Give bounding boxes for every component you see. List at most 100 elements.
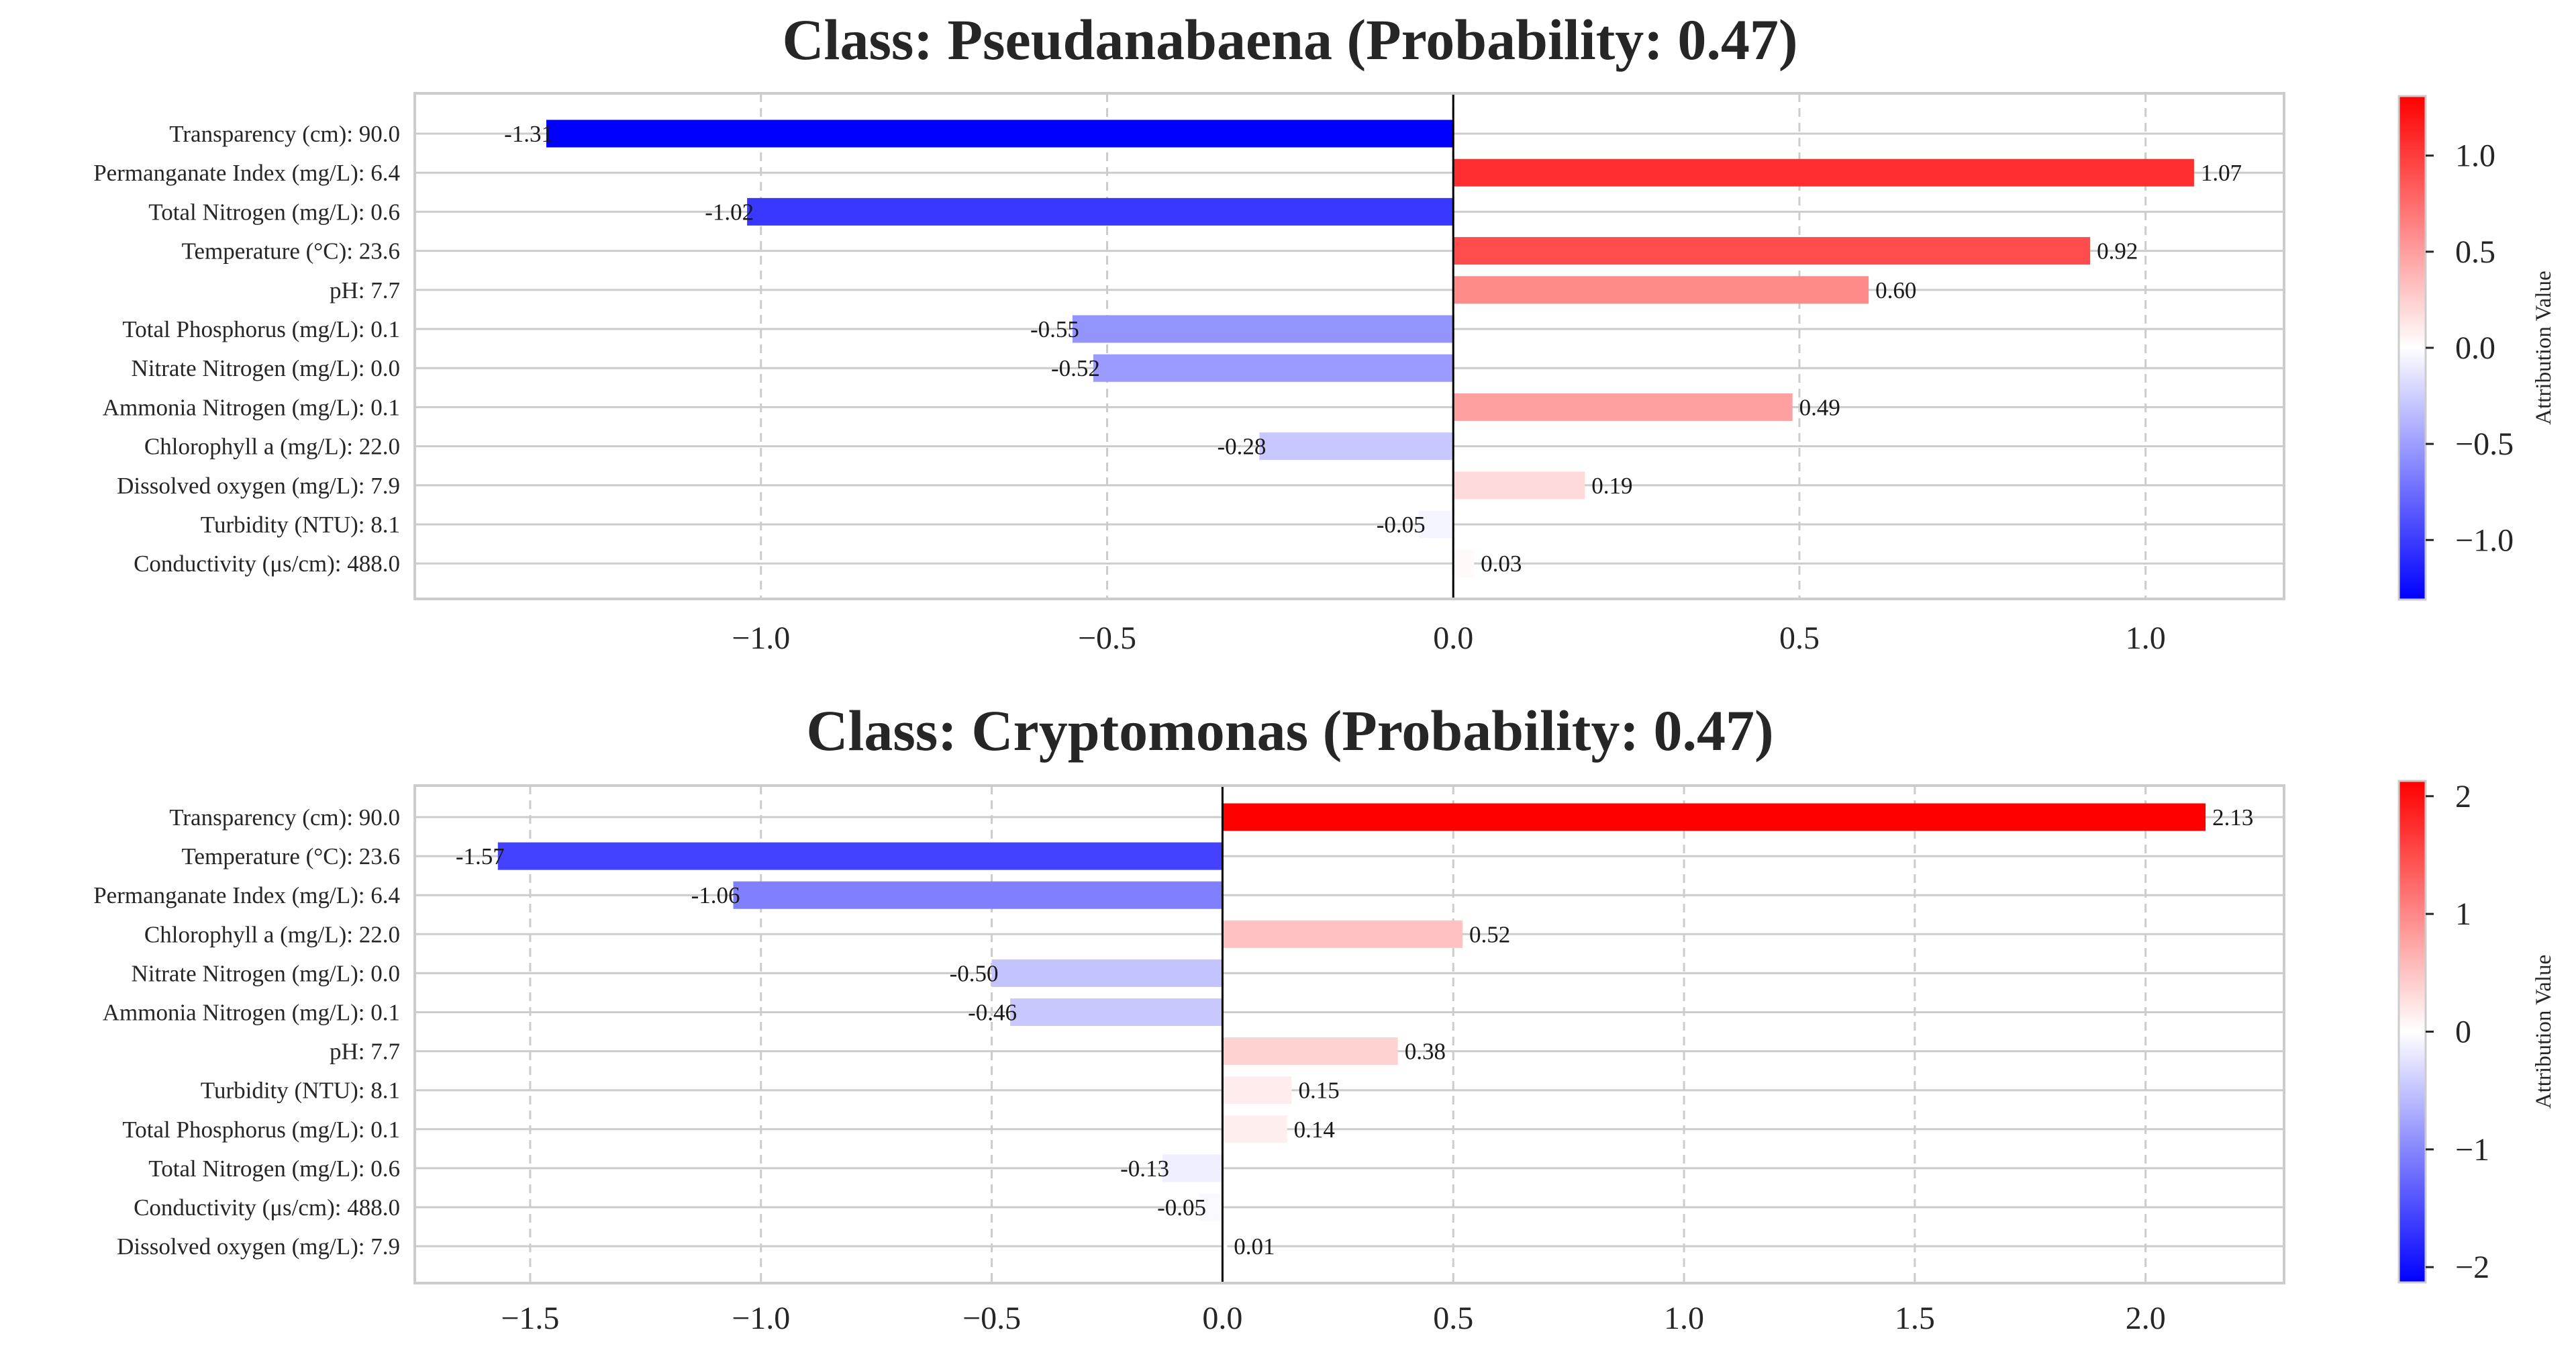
- colorbar-tick-label: 1: [2455, 896, 2471, 932]
- bar: [1199, 1193, 1223, 1221]
- colorbar-tick-label: 0: [2455, 1015, 2471, 1050]
- data-label: 0.52: [1469, 921, 1510, 947]
- data-label: 2.13: [2212, 804, 2253, 831]
- bar: [1453, 237, 2091, 265]
- x-tick-label: 0.0: [1433, 620, 1473, 656]
- bar: [1222, 803, 2206, 831]
- colorbar: [2399, 96, 2426, 600]
- y-tick-label: Conductivity (μs/cm): 488.0: [134, 551, 400, 577]
- colorbar-label: Attribution Value: [2532, 955, 2556, 1109]
- bar: [1453, 158, 2194, 187]
- data-label: 0.60: [1875, 277, 1916, 303]
- axes-frame: [413, 92, 2285, 600]
- data-label: 0.14: [1294, 1117, 1335, 1143]
- y-tick-label: Temperature (°C): 23.6: [182, 843, 400, 869]
- x-tick-label: 0.5: [1779, 620, 1820, 656]
- y-tick-label: Ammonia Nitrogen (mg/L): 0.1: [103, 394, 400, 420]
- colorbar-tick-label: 1.0: [2455, 138, 2495, 174]
- y-tick-label: Conductivity (μs/cm): 488.0: [134, 1194, 400, 1221]
- y-tick-label: Total Nitrogen (mg/L): 0.6: [148, 1156, 400, 1182]
- y-tick-label: Chlorophyll a (mg/L): 22.0: [144, 921, 400, 947]
- y-tick-label: Permanganate Index (mg/L): 6.4: [93, 882, 400, 908]
- colorbar: [2399, 781, 2426, 1282]
- data-label: -0.05: [1377, 512, 1426, 538]
- bar: [1162, 1154, 1223, 1182]
- x-tick-label: 0.5: [1433, 1301, 1473, 1336]
- data-label: -1.02: [705, 199, 754, 225]
- x-tick-label: 0.0: [1202, 1301, 1242, 1336]
- bar: [1259, 432, 1454, 461]
- data-label: -0.05: [1157, 1194, 1206, 1221]
- bar: [1222, 920, 1463, 948]
- colorbar-tick-label: 0.5: [2455, 234, 2495, 270]
- data-label: 0.38: [1405, 1039, 1446, 1065]
- x-tick-label: −1.5: [501, 1301, 559, 1336]
- x-tick-label: 1.0: [2126, 620, 2166, 656]
- bar: [733, 881, 1223, 909]
- colorbar-tick-label: −1.0: [2455, 522, 2514, 558]
- y-tick-label: Turbidity (NTU): 8.1: [201, 512, 400, 538]
- x-tick-label: 2.0: [2126, 1301, 2166, 1336]
- bar: [546, 120, 1454, 148]
- colorbar-label: Attribution Value: [2532, 271, 2556, 424]
- bar: [1453, 276, 1869, 304]
- y-tick-label: Total Phosphorus (mg/L): 0.1: [122, 1117, 400, 1143]
- y-tick-label: Nitrate Nitrogen (mg/L): 0.0: [132, 960, 400, 986]
- bar: [1072, 315, 1454, 343]
- bar: [747, 197, 1454, 226]
- colorbar-tick-label: −0.5: [2455, 426, 2514, 462]
- x-tick-label: −1.0: [732, 620, 790, 656]
- chart-title: Class: Pseudanabaena (Probability: 0.47): [782, 7, 1797, 72]
- y-tick-label: Turbidity (NTU): 8.1: [201, 1078, 400, 1104]
- y-tick-label: Total Nitrogen (mg/L): 0.6: [148, 199, 400, 225]
- y-tick-label: Dissolved oxygen (mg/L): 7.9: [117, 473, 400, 499]
- x-tick-label: −0.5: [962, 1301, 1021, 1336]
- data-label: 1.07: [2201, 160, 2242, 186]
- data-label: -0.28: [1218, 434, 1267, 460]
- data-label: -1.06: [691, 882, 740, 908]
- y-tick-label: Transparency (cm): 90.0: [169, 121, 400, 147]
- bar: [1418, 510, 1454, 538]
- data-label: -1.31: [504, 121, 553, 147]
- y-tick-label: pH: 7.7: [330, 277, 400, 303]
- bar: [1222, 1037, 1398, 1066]
- x-tick-label: 1.0: [1664, 1301, 1704, 1336]
- data-label: 0.03: [1481, 551, 1522, 577]
- y-tick-label: Transparency (cm): 90.0: [169, 804, 400, 831]
- data-label: -0.50: [950, 960, 999, 986]
- colorbar-tick-label: −2: [2455, 1250, 2489, 1285]
- data-label: 0.19: [1591, 473, 1632, 499]
- chart-pseudanabaena: Class: Pseudanabaena (Probability: 0.47)…: [93, 7, 2556, 656]
- colorbar-tick-label: 0.0: [2455, 330, 2495, 366]
- bar: [1010, 998, 1223, 1026]
- axes-frame: [413, 784, 2285, 1284]
- chart-cryptomonas: Class: Cryptomonas (Probability: 0.47) 2…: [93, 698, 2556, 1336]
- y-tick-label: Temperature (°C): 23.6: [182, 238, 400, 265]
- data-label: -0.46: [968, 1000, 1017, 1026]
- bar: [1453, 549, 1475, 577]
- data-label: -0.55: [1030, 316, 1079, 342]
- bar: [1222, 1232, 1228, 1260]
- colorbar-tick-label: −1: [2455, 1132, 2489, 1168]
- x-tick-label: −1.0: [732, 1301, 790, 1336]
- colorbar-tick-label: 2: [2455, 779, 2471, 814]
- bar: [1222, 1115, 1287, 1143]
- data-label: -0.13: [1120, 1156, 1169, 1182]
- data-label: -1.57: [456, 843, 505, 869]
- y-tick-label: Permanganate Index (mg/L): 6.4: [93, 160, 400, 186]
- data-label: 0.15: [1299, 1078, 1340, 1104]
- data-label: 0.49: [1799, 394, 1840, 420]
- y-tick-label: Dissolved oxygen (mg/L): 7.9: [117, 1233, 400, 1260]
- data-label: -0.52: [1051, 355, 1100, 381]
- y-tick-label: Ammonia Nitrogen (mg/L): 0.1: [103, 1000, 400, 1026]
- bar: [1093, 354, 1454, 382]
- y-tick-label: Total Phosphorus (mg/L): 0.1: [122, 316, 400, 342]
- data-label: 0.92: [2097, 238, 2138, 265]
- bar: [1453, 393, 1793, 421]
- x-tick-label: 1.5: [1895, 1301, 1935, 1336]
- x-tick-label: −0.5: [1078, 620, 1136, 656]
- y-tick-label: pH: 7.7: [330, 1039, 400, 1065]
- bar: [991, 959, 1223, 987]
- y-tick-label: Chlorophyll a (mg/L): 22.0: [144, 434, 400, 460]
